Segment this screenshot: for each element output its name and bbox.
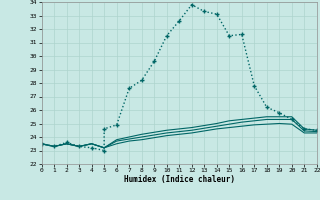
X-axis label: Humidex (Indice chaleur): Humidex (Indice chaleur) [124,175,235,184]
